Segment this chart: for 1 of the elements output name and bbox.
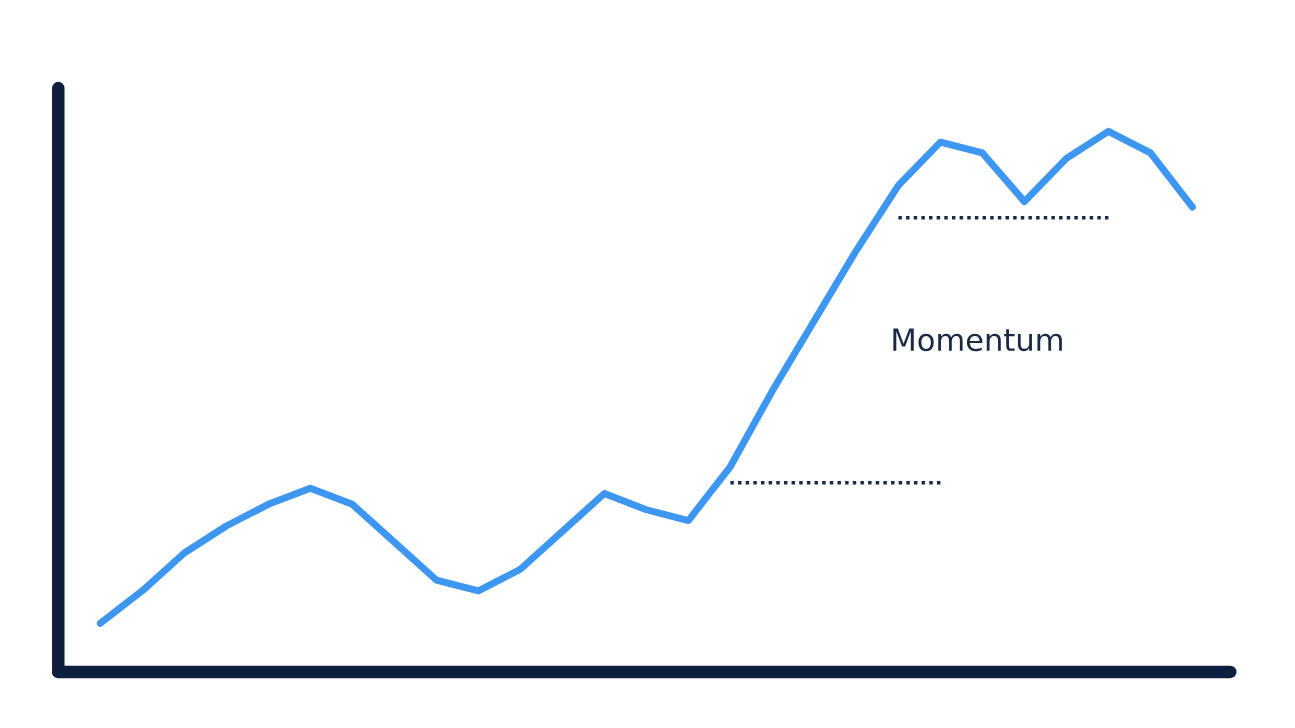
annotation: Momentum — [893, 328, 1062, 352]
